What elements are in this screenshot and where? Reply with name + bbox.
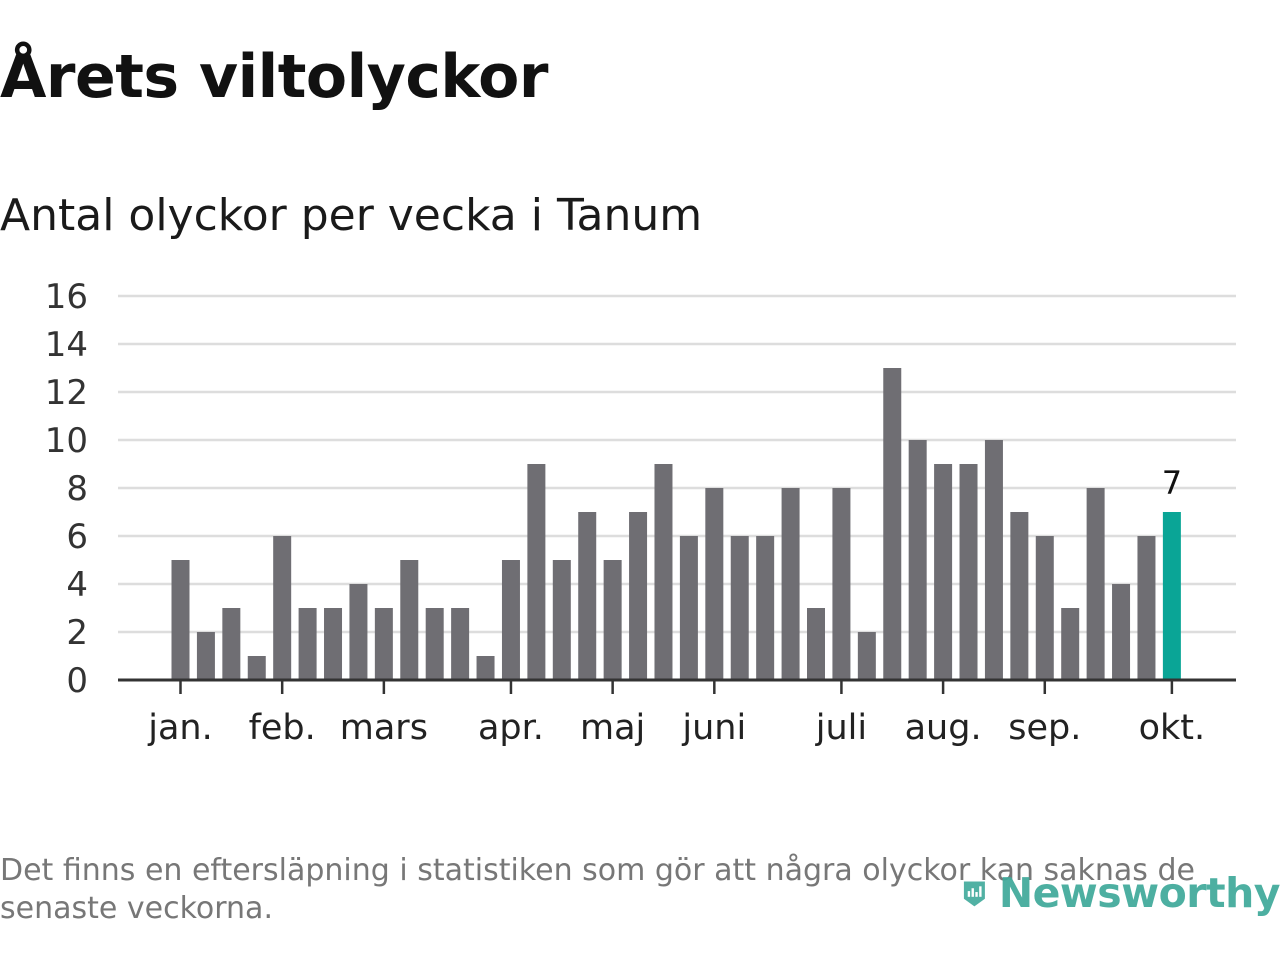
bar <box>832 488 851 680</box>
bar <box>196 632 215 680</box>
bar <box>603 560 622 680</box>
y-tick-label: 4 <box>66 565 88 605</box>
bar <box>756 536 775 680</box>
x-tick-label: sep. <box>1008 708 1081 748</box>
bar <box>298 608 317 680</box>
x-tick-label: juli <box>815 708 867 748</box>
bar <box>629 512 648 680</box>
bar <box>984 440 1003 680</box>
logo-text: Newsworthy <box>998 869 1280 917</box>
y-tick-label: 10 <box>45 421 88 461</box>
bar <box>705 488 724 680</box>
bar <box>908 440 927 680</box>
bar <box>654 464 673 680</box>
bar <box>883 368 902 680</box>
bar <box>1112 584 1131 680</box>
y-tick-label: 8 <box>66 469 88 509</box>
bar <box>501 560 520 680</box>
bar-chart: 0 2 4 6 8 10 12 14 16 jan. feb. mars apr. maj juni jul… <box>45 277 1236 748</box>
bar <box>374 608 393 680</box>
bar <box>959 464 978 680</box>
x-tick-label: maj <box>580 708 645 748</box>
y-tick-label: 6 <box>66 517 88 557</box>
newsworthy-logo-icon <box>963 881 985 907</box>
y-tick-label: 12 <box>45 373 88 413</box>
bar <box>324 608 343 680</box>
x-tick-label: mars <box>340 708 428 748</box>
x-tick-label: apr. <box>478 708 544 748</box>
bar <box>222 608 241 680</box>
bar <box>400 560 419 680</box>
bar <box>730 536 749 680</box>
y-tick-label: 2 <box>66 613 88 653</box>
bar <box>476 656 495 680</box>
bar <box>451 608 470 680</box>
bar <box>425 608 444 680</box>
bar <box>349 584 368 680</box>
bar <box>273 536 292 680</box>
x-tick-label: feb. <box>249 708 316 748</box>
bar <box>679 536 698 680</box>
y-tick-label: 14 <box>45 325 88 365</box>
bar <box>1086 488 1105 680</box>
bar-highlight <box>1162 512 1181 680</box>
gridlines <box>118 294 1236 634</box>
data-label: 7 <box>1162 464 1182 502</box>
y-tick-label: 16 <box>45 277 88 317</box>
footnote: Det finns en eftersläpning i statistiken… <box>0 853 1195 926</box>
bar <box>857 632 876 680</box>
bar <box>807 608 825 680</box>
x-tick-label: juni <box>681 708 746 748</box>
bar <box>1035 536 1054 680</box>
x-tick-label: jan. <box>147 708 212 748</box>
bar <box>552 560 571 680</box>
x-tick-label: aug. <box>905 708 982 748</box>
y-axis: 0 2 4 6 8 10 12 14 16 <box>45 277 88 701</box>
bar <box>781 488 800 680</box>
bar <box>247 656 266 680</box>
bar <box>171 560 190 680</box>
x-tick-label: okt. <box>1139 708 1206 748</box>
bars <box>171 368 1181 680</box>
newsworthy-logo: Newsworthy <box>962 858 1280 928</box>
bar <box>527 464 546 680</box>
chart-title: Årets viltolyckor <box>0 42 549 112</box>
bar <box>1010 512 1029 680</box>
bar <box>578 512 597 680</box>
bar <box>1061 608 1080 680</box>
bar <box>934 464 953 680</box>
x-axis: jan. feb. mars apr. maj juni juli aug. sep. okt. <box>118 678 1236 748</box>
y-tick-label: 0 <box>66 661 88 701</box>
data-labels: 7 <box>1162 464 1182 502</box>
chart-subtitle: Antal olyckor per vecka i Tanum <box>0 190 703 241</box>
bar <box>1137 536 1156 680</box>
